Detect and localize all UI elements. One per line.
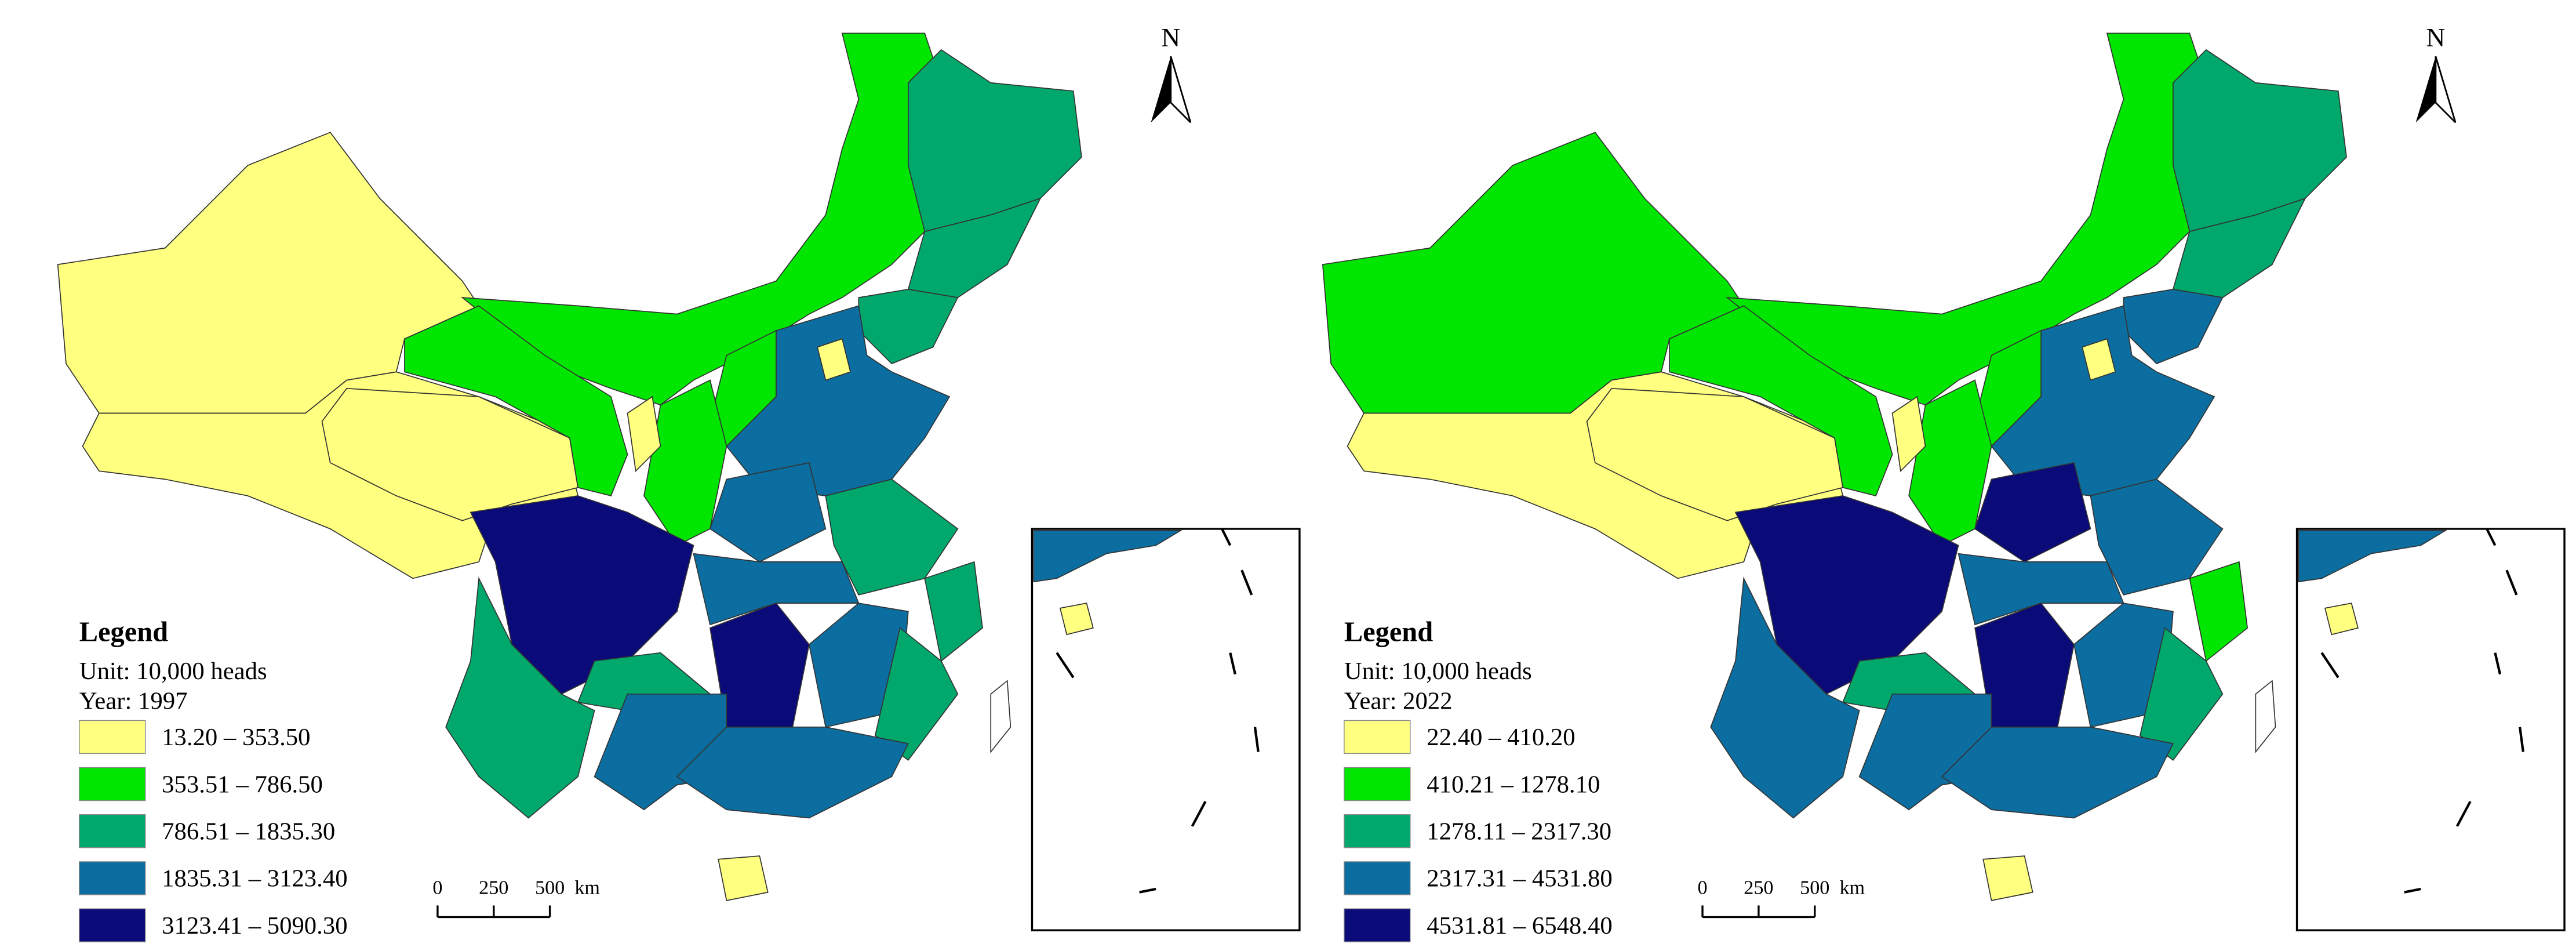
legend-swatch: [1344, 861, 1411, 895]
north-arrow: [2415, 56, 2436, 123]
legend-swatch: [79, 767, 146, 801]
province: [817, 338, 852, 381]
north-label: N: [2426, 23, 2445, 52]
province: [1734, 495, 1959, 695]
scale-label: 0: [432, 877, 442, 898]
province: [2139, 627, 2224, 761]
province: [627, 396, 661, 473]
legend-title: Legend: [1344, 617, 1433, 648]
province: [1891, 396, 1926, 473]
legend-swatch: [79, 908, 146, 942]
inset-island: [2494, 652, 2502, 675]
inset-island: [2505, 569, 2518, 596]
north-arrow: [2435, 56, 2457, 124]
province: [2082, 338, 2116, 381]
scale-label: 250: [1744, 877, 1773, 898]
legend-label: 13.20 – 353.50: [162, 724, 310, 751]
province: [709, 462, 827, 563]
north-arrow: [1151, 56, 1171, 123]
legend-year: Year: 1997: [79, 687, 188, 714]
province: [2189, 561, 2248, 662]
province: [924, 561, 983, 662]
inset-island: [2456, 800, 2472, 827]
legend-title: Legend: [79, 617, 168, 648]
legend-swatch: [79, 861, 146, 895]
province: [2173, 49, 2347, 233]
legend-swatch: [1344, 908, 1411, 942]
province: [1982, 855, 2033, 901]
scale-label: 500: [1800, 877, 1829, 898]
province: [445, 576, 595, 819]
legend-swatch: [1344, 767, 1411, 801]
inset-island: [2519, 727, 2524, 752]
legend-label: 353.51 – 786.50: [162, 771, 323, 798]
legend-swatch: [79, 720, 146, 754]
legend-label: 3123.41 – 5090.30: [162, 912, 347, 939]
legend-label: 786.51 – 1835.30: [162, 818, 335, 845]
province: [874, 627, 959, 761]
legend-label: 1835.31 – 3123.40: [162, 865, 347, 892]
inset-island: [1229, 652, 1236, 675]
inset-hainan: [1059, 603, 1094, 636]
inset-island: [1191, 800, 1207, 827]
province: [718, 855, 769, 901]
legend-label: 22.40 – 410.20: [1427, 724, 1575, 751]
legend-unit: Unit: 10,000 heads: [79, 658, 267, 685]
inset-island: [2486, 528, 2497, 546]
legend-label: 4531.81 – 6548.40: [1427, 912, 1612, 939]
taiwan: [2255, 680, 2276, 753]
scale-unit: km: [574, 877, 600, 898]
inset-island: [2320, 652, 2339, 678]
province: [1669, 305, 1893, 496]
scale-unit: km: [1839, 877, 1865, 898]
province: [907, 49, 1082, 233]
province: [1974, 462, 2091, 563]
province: [1941, 726, 2174, 819]
legend-swatch: [1344, 720, 1411, 754]
inset-island: [1253, 727, 1260, 752]
scale-label: 500: [535, 877, 565, 898]
province: [470, 495, 694, 695]
north-label: N: [1161, 23, 1180, 52]
inset-frame: [2295, 528, 2566, 931]
scale-label: 0: [1697, 877, 1707, 898]
legend-year: Year: 2022: [1344, 687, 1453, 714]
inset-island: [1240, 569, 1253, 596]
legend-label: 2317.31 – 4531.80: [1427, 865, 1612, 892]
province: [1710, 576, 1860, 819]
province: [404, 305, 628, 496]
legend-label: 410.21 – 1278.10: [1427, 771, 1600, 798]
inset-island: [1056, 652, 1075, 678]
province: [858, 289, 959, 365]
inset-land: [1033, 529, 1183, 583]
province: [2123, 289, 2224, 365]
inset-island: [1139, 887, 1156, 894]
legend-swatch: [79, 814, 146, 848]
province: [676, 726, 909, 819]
inset-land: [2298, 529, 2448, 583]
taiwan: [990, 680, 1012, 753]
legend-unit: Unit: 10,000 heads: [1344, 658, 1532, 685]
inset-frame: [1031, 528, 1301, 931]
inset-hainan: [2324, 603, 2359, 636]
north-arrow: [1170, 56, 1192, 124]
inset-island: [1221, 528, 1232, 546]
inset-island: [2404, 887, 2421, 894]
legend-label: 1278.11 – 2317.30: [1427, 818, 1611, 845]
scale-label: 250: [479, 877, 508, 898]
legend-swatch: [1344, 814, 1411, 848]
